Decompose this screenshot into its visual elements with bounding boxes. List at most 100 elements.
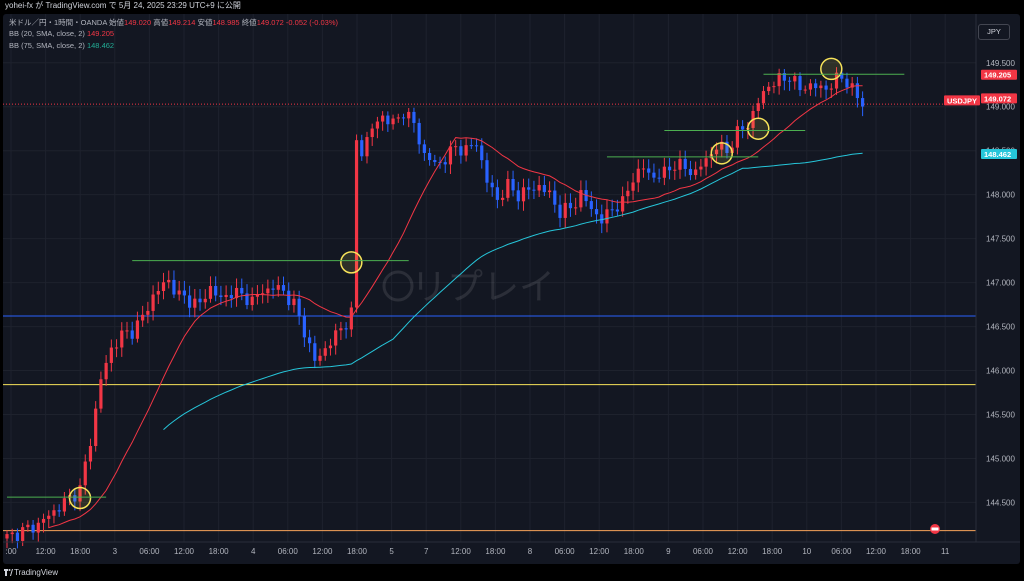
candle-body (365, 137, 369, 157)
time-tick-label: 12:00 (589, 547, 610, 556)
candle-body (626, 190, 630, 197)
price-label-bb75-bg (981, 149, 1017, 160)
candle-body (292, 298, 296, 306)
currency-badge[interactable]: JPY (978, 24, 1010, 40)
time-tick-label: 12:00 (451, 547, 472, 556)
candle-body (229, 294, 233, 299)
legend-bb20[interactable]: BB (20, SMA, close, 2) 149.205 (9, 29, 114, 38)
candle-body (480, 145, 484, 161)
candle-body (219, 295, 223, 298)
candle-body (10, 532, 14, 535)
candle-body (114, 347, 119, 349)
candle-body (313, 343, 317, 361)
legend-bb75[interactable]: BB (75, SMA, close, 2) 148.462 (9, 41, 114, 50)
candle-body (401, 117, 406, 119)
candle-body (490, 182, 494, 188)
candle-body (109, 347, 113, 363)
candle-body (563, 202, 567, 218)
candle-body (73, 495, 77, 502)
price-chart[interactable]: リプレイ149.500149.000148.500148.000147.5001… (3, 14, 1020, 564)
candle-body (829, 88, 833, 90)
candle-body (803, 89, 807, 91)
legend-high: 149.214 (168, 18, 196, 27)
time-tick-label: 4 (251, 547, 256, 556)
candle-body (793, 76, 797, 82)
economic-event-flag-stripe (931, 527, 939, 531)
candle-body (485, 160, 489, 183)
candle-body (146, 310, 150, 315)
candle-body (334, 330, 338, 346)
time-tick-label: 06:00 (555, 547, 576, 556)
candle-body (271, 288, 275, 290)
candle-body (135, 320, 140, 339)
candle-body (193, 298, 197, 308)
price-tick-label: 149.500 (986, 59, 1015, 68)
candle-body (349, 307, 353, 330)
candle-body (177, 290, 181, 295)
time-tick-label: 12:00 (174, 547, 195, 556)
candle-body (381, 115, 385, 122)
time-tick-label: 06:00 (139, 547, 160, 556)
candle-body (464, 145, 468, 156)
time-tick-label: 06:00 (831, 547, 852, 556)
candle-body (474, 145, 479, 147)
time-tick-label: 18:00 (485, 547, 506, 556)
candle-body (167, 279, 171, 283)
price-tick-label: 149.000 (986, 103, 1015, 112)
candle-body (433, 160, 437, 163)
legend-low-label: 安値 (197, 18, 213, 27)
candle-body (688, 168, 693, 176)
candle-body (855, 83, 859, 99)
candle-body (391, 118, 395, 125)
candle-body (537, 185, 541, 191)
candle-body (120, 330, 124, 348)
candle-body (454, 146, 458, 148)
candle-body (307, 337, 312, 344)
candle-body (31, 524, 35, 533)
candle-body (657, 177, 661, 179)
candle-body (47, 515, 51, 519)
candle-body (318, 355, 322, 361)
candle-body (99, 379, 103, 409)
legend-symbol: 米ドル／円・1時間・OANDA (9, 18, 107, 27)
candle-body (735, 126, 739, 148)
candle-body (861, 98, 865, 107)
legend-bb75-value: 148.462 (86, 41, 115, 50)
chart-frame[interactable]: リプレイ149.500149.000148.500148.000147.5001… (3, 14, 1020, 564)
candle-body (214, 285, 218, 296)
candle-body (88, 445, 93, 462)
legend-ohlc: 米ドル／円・1時間・OANDA 始値149.020 高値149.214 安値14… (9, 17, 338, 28)
time-tick-label: 18:00 (624, 547, 645, 556)
annotation-circle (747, 117, 770, 140)
candle-body (542, 185, 546, 193)
candle-body (15, 532, 20, 541)
candle-body (172, 279, 176, 295)
candle-body (532, 189, 536, 191)
candle-body (699, 166, 703, 170)
candle-body (694, 169, 698, 176)
candle-body (360, 140, 364, 157)
price-tick-label: 146.500 (986, 323, 1015, 332)
price-label-bb20: 149.205 (984, 71, 1011, 80)
candle-body (412, 111, 416, 123)
candle-body (605, 209, 609, 224)
candle-body (130, 330, 134, 339)
bb75-basis-line (163, 152, 863, 430)
candle-body (417, 122, 421, 145)
candle-body (787, 80, 792, 82)
candle-body (125, 330, 129, 332)
time-tick-label: 10 (802, 547, 811, 556)
candle-body (83, 461, 87, 486)
candle-body (834, 72, 839, 89)
candle-body (641, 168, 646, 170)
candle-body (756, 103, 760, 111)
candle-body (501, 197, 505, 200)
candle-body (182, 290, 186, 296)
candle-body (339, 328, 343, 331)
candle-body (323, 348, 327, 356)
candle-body (234, 287, 239, 299)
legend-open-label: 始値 (109, 18, 125, 27)
candle-body (819, 85, 823, 89)
legend-change: -0.052 (-0.03%) (285, 18, 339, 27)
watermark-logo-icon (382, 270, 414, 302)
